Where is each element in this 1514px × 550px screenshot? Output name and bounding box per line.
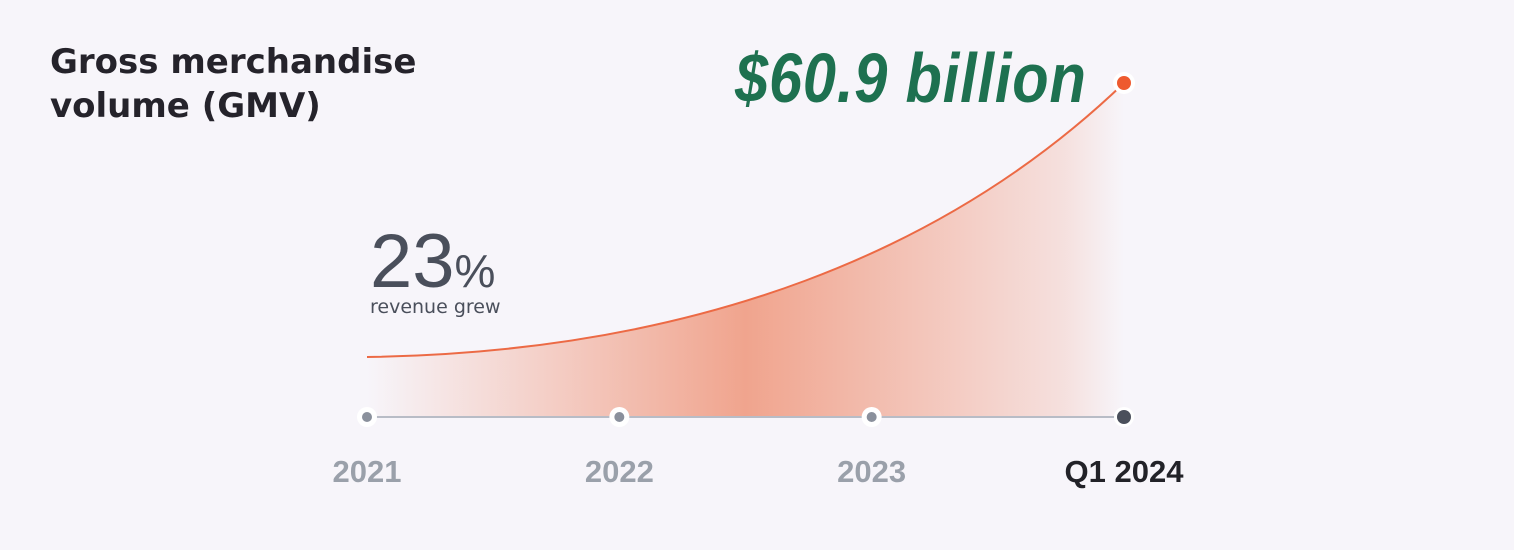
end-point: [1113, 72, 1135, 94]
timeline-label: 2023: [837, 454, 906, 489]
stat-caption: revenue grew: [370, 296, 501, 318]
area: [367, 83, 1124, 417]
timeline-dot: [1117, 410, 1131, 424]
timeline: 2021 2022 2023 Q1 2024: [333, 407, 1185, 489]
stat-unit: %: [454, 245, 496, 297]
timeline-label: Q1 2024: [1065, 454, 1185, 489]
title: Gross merchandise volume (GMV): [50, 42, 417, 126]
headline: $60.9 billion: [735, 39, 1087, 117]
timeline-dot: [866, 412, 877, 422]
timeline-dot: [362, 412, 372, 422]
timeline-label: 2022: [585, 454, 654, 489]
curve: [366, 82, 1125, 358]
timeline-label: 2021: [333, 454, 402, 489]
timeline-dot: [614, 412, 625, 422]
stat: 23% revenue grew: [370, 219, 501, 319]
stat-number: 23: [370, 219, 455, 304]
